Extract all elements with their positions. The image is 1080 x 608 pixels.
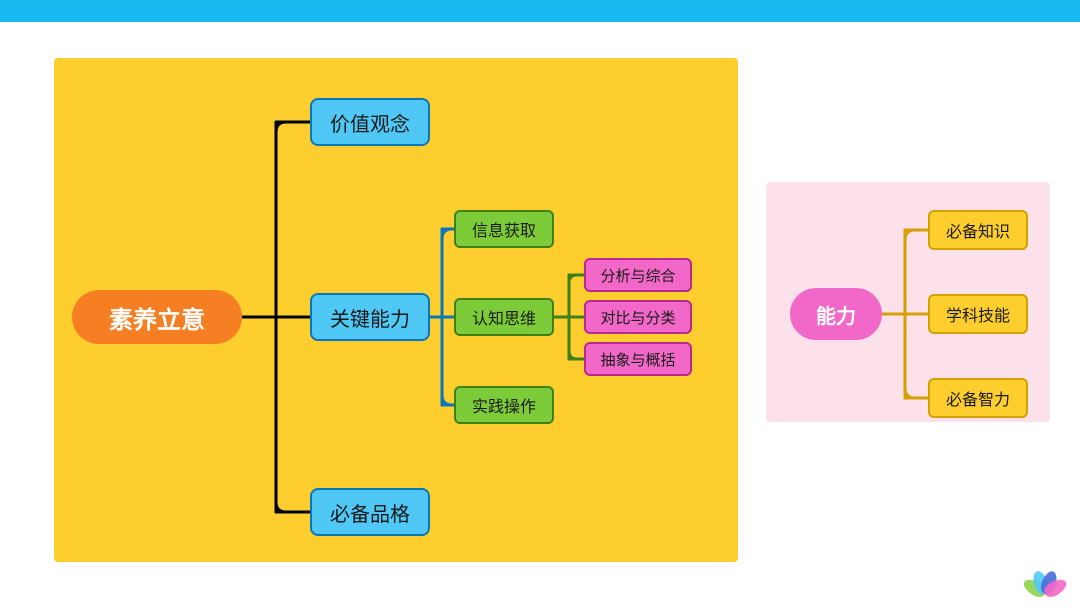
lotus-logo-icon [1024, 564, 1066, 606]
node-label: 实践操作 [472, 393, 536, 417]
node-cognition: 认知思维 [454, 298, 554, 336]
root-node-literacy: 素养立意 [72, 290, 242, 344]
root-label: 能力 [816, 300, 856, 329]
node-compare-classify: 对比与分类 [584, 300, 692, 334]
root-label: 素养立意 [109, 300, 205, 335]
node-label: 必备智力 [946, 386, 1010, 410]
node-key-ability: 关键能力 [310, 293, 430, 341]
node-essential-intellect: 必备智力 [928, 378, 1028, 418]
node-character: 必备品格 [310, 488, 430, 536]
node-subject-skill: 学科技能 [928, 294, 1028, 334]
node-abstract-generalize: 抽象与概括 [584, 342, 692, 376]
node-label: 关键能力 [330, 303, 410, 332]
node-label: 价值观念 [330, 108, 410, 137]
node-analysis-synthesis: 分析与综合 [584, 258, 692, 292]
node-label: 必备知识 [946, 218, 1010, 242]
node-practice: 实践操作 [454, 386, 554, 424]
root-node-ability: 能力 [790, 288, 882, 340]
top-bar [0, 0, 1080, 22]
node-label: 必备品格 [330, 498, 410, 527]
node-values: 价值观念 [310, 98, 430, 146]
node-label: 认知思维 [472, 305, 536, 329]
node-label: 分析与综合 [600, 265, 675, 286]
node-info-acquire: 信息获取 [454, 210, 554, 248]
node-label: 信息获取 [472, 217, 536, 241]
node-essential-knowledge: 必备知识 [928, 210, 1028, 250]
node-label: 学科技能 [946, 302, 1010, 326]
node-label: 对比与分类 [600, 307, 675, 328]
node-label: 抽象与概括 [600, 349, 675, 370]
